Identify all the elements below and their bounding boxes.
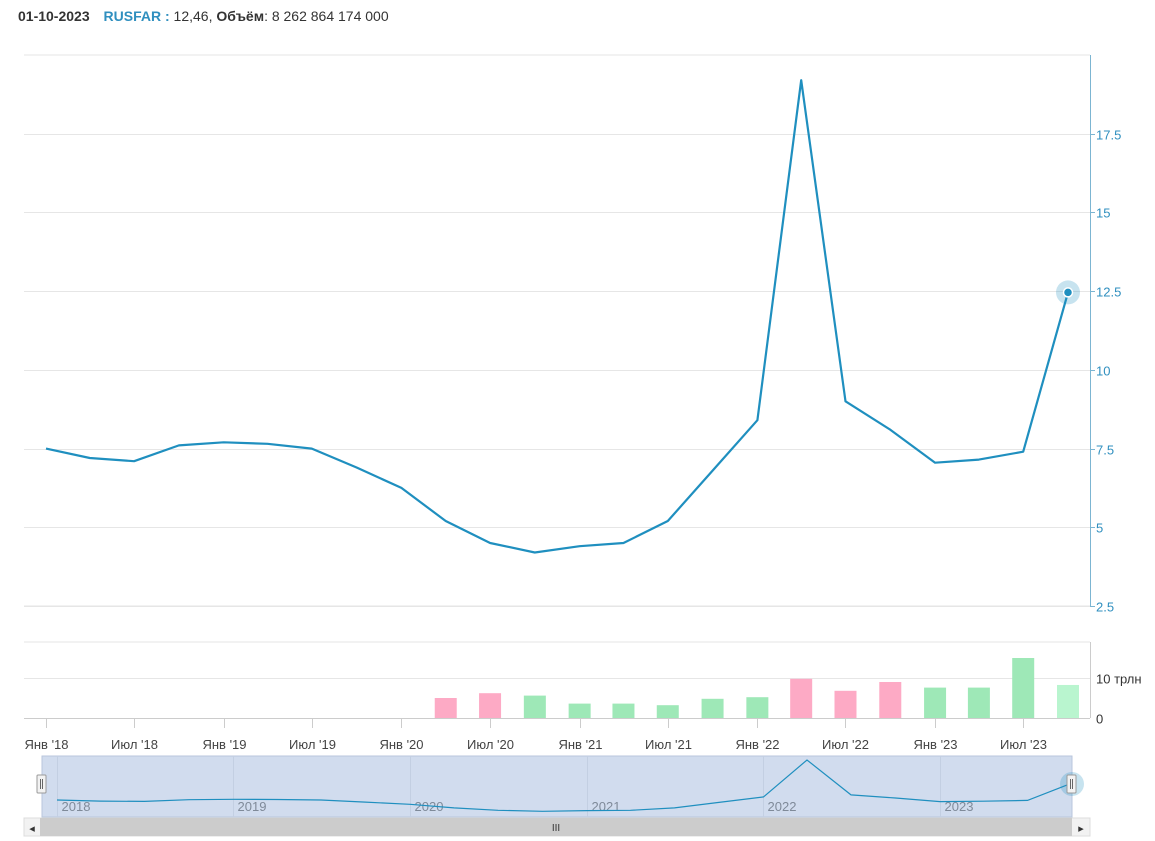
header-value: 12,46, [173, 8, 213, 24]
navigator-selection[interactable] [41, 755, 1073, 818]
price-line[interactable] [45, 79, 1070, 554]
scroll-right-arrow[interactable]: ▸ [1078, 822, 1084, 835]
scrollbar[interactable]: III ◂ ▸ [23, 817, 1091, 837]
x-tick-label: Июл '20 [467, 737, 514, 752]
volume-bar [701, 698, 724, 718]
price-tick-label: 10 [1096, 364, 1110, 379]
volume-bar [1057, 684, 1079, 718]
x-tick-label: Июл '19 [289, 737, 336, 752]
navigator-handle-right[interactable] [1066, 774, 1077, 794]
volume-bar [879, 682, 902, 718]
x-tick-label: Июл '18 [111, 737, 158, 752]
header-ticker: RUSFAR : [103, 8, 170, 24]
volume-bar [1012, 658, 1035, 718]
x-tick-label: Янв '18 [24, 737, 68, 752]
chart-header: 01-10-2023 RUSFAR : 12,46, Объём: 8 262 … [18, 8, 389, 24]
volume-bar [834, 690, 857, 718]
x-tick-label: Июл '21 [645, 737, 692, 752]
scrollbar-grip: III [552, 823, 560, 834]
navigator-year-label: 2023 [945, 799, 974, 814]
volume-bar [523, 695, 546, 718]
price-series[interactable] [45, 79, 1080, 554]
x-axis: Янв '18 Июл '18 Янв '19 Июл '19 Янв '20 Июл '… [24, 718, 1090, 752]
volume-bar [612, 703, 635, 718]
volume-bar [967, 687, 990, 718]
price-grid [24, 54, 1090, 607]
navigator-year-label: 2022 [768, 799, 797, 814]
header-volume-label: Объём [216, 8, 265, 24]
x-tick-label: Янв '21 [558, 737, 602, 752]
scroll-left-arrow[interactable]: ◂ [29, 822, 35, 835]
header-volume-value: : 8 262 864 174 000 [264, 8, 389, 24]
x-tick-label: Янв '19 [202, 737, 246, 752]
volume-bar [924, 687, 947, 718]
volume-bar [656, 705, 679, 718]
navigator-year-label: 2021 [592, 799, 621, 814]
volume-bars [434, 658, 1079, 718]
x-tick-label: Июл '23 [1000, 737, 1047, 752]
price-tick-label: 2.5 [1096, 600, 1114, 615]
navigator-year-label: 2018 [62, 799, 91, 814]
price-tick-label: 15 [1096, 206, 1110, 221]
header-date: 01-10-2023 [18, 8, 90, 24]
x-tick-label: Янв '20 [379, 737, 423, 752]
volume-bar [568, 703, 591, 718]
price-point-last[interactable] [1062, 287, 1074, 298]
price-tick-label: 5 [1096, 521, 1103, 536]
volume-bar [790, 678, 813, 718]
price-tick-label: 17.5 [1096, 128, 1121, 143]
volume-bar [434, 698, 457, 718]
price-tick-label: 7.5 [1096, 443, 1114, 458]
navigator-year-label: 2019 [238, 799, 267, 814]
price-y-axis: 2.5 5 7.5 10 12.5 15 17.5 [1090, 55, 1121, 615]
price-tick-label: 12.5 [1096, 285, 1121, 300]
volume-tick-label: 10 трлн [1096, 672, 1142, 687]
volume-bar [479, 693, 502, 718]
navigator[interactable]: 2018 2019 2020 2021 2022 2023 [36, 755, 1084, 818]
x-tick-label: Янв '22 [735, 737, 779, 752]
volume-tick-label: 0 [1096, 712, 1103, 727]
volume-bar [746, 697, 769, 718]
x-tick-label: Янв '23 [913, 737, 957, 752]
scrollbar-thumb[interactable] [40, 818, 1072, 836]
navigator-handle-left[interactable] [36, 774, 47, 794]
navigator-year-label: 2020 [415, 799, 444, 814]
x-tick-label: Июл '22 [822, 737, 869, 752]
navigator-series [56, 759, 1073, 812]
